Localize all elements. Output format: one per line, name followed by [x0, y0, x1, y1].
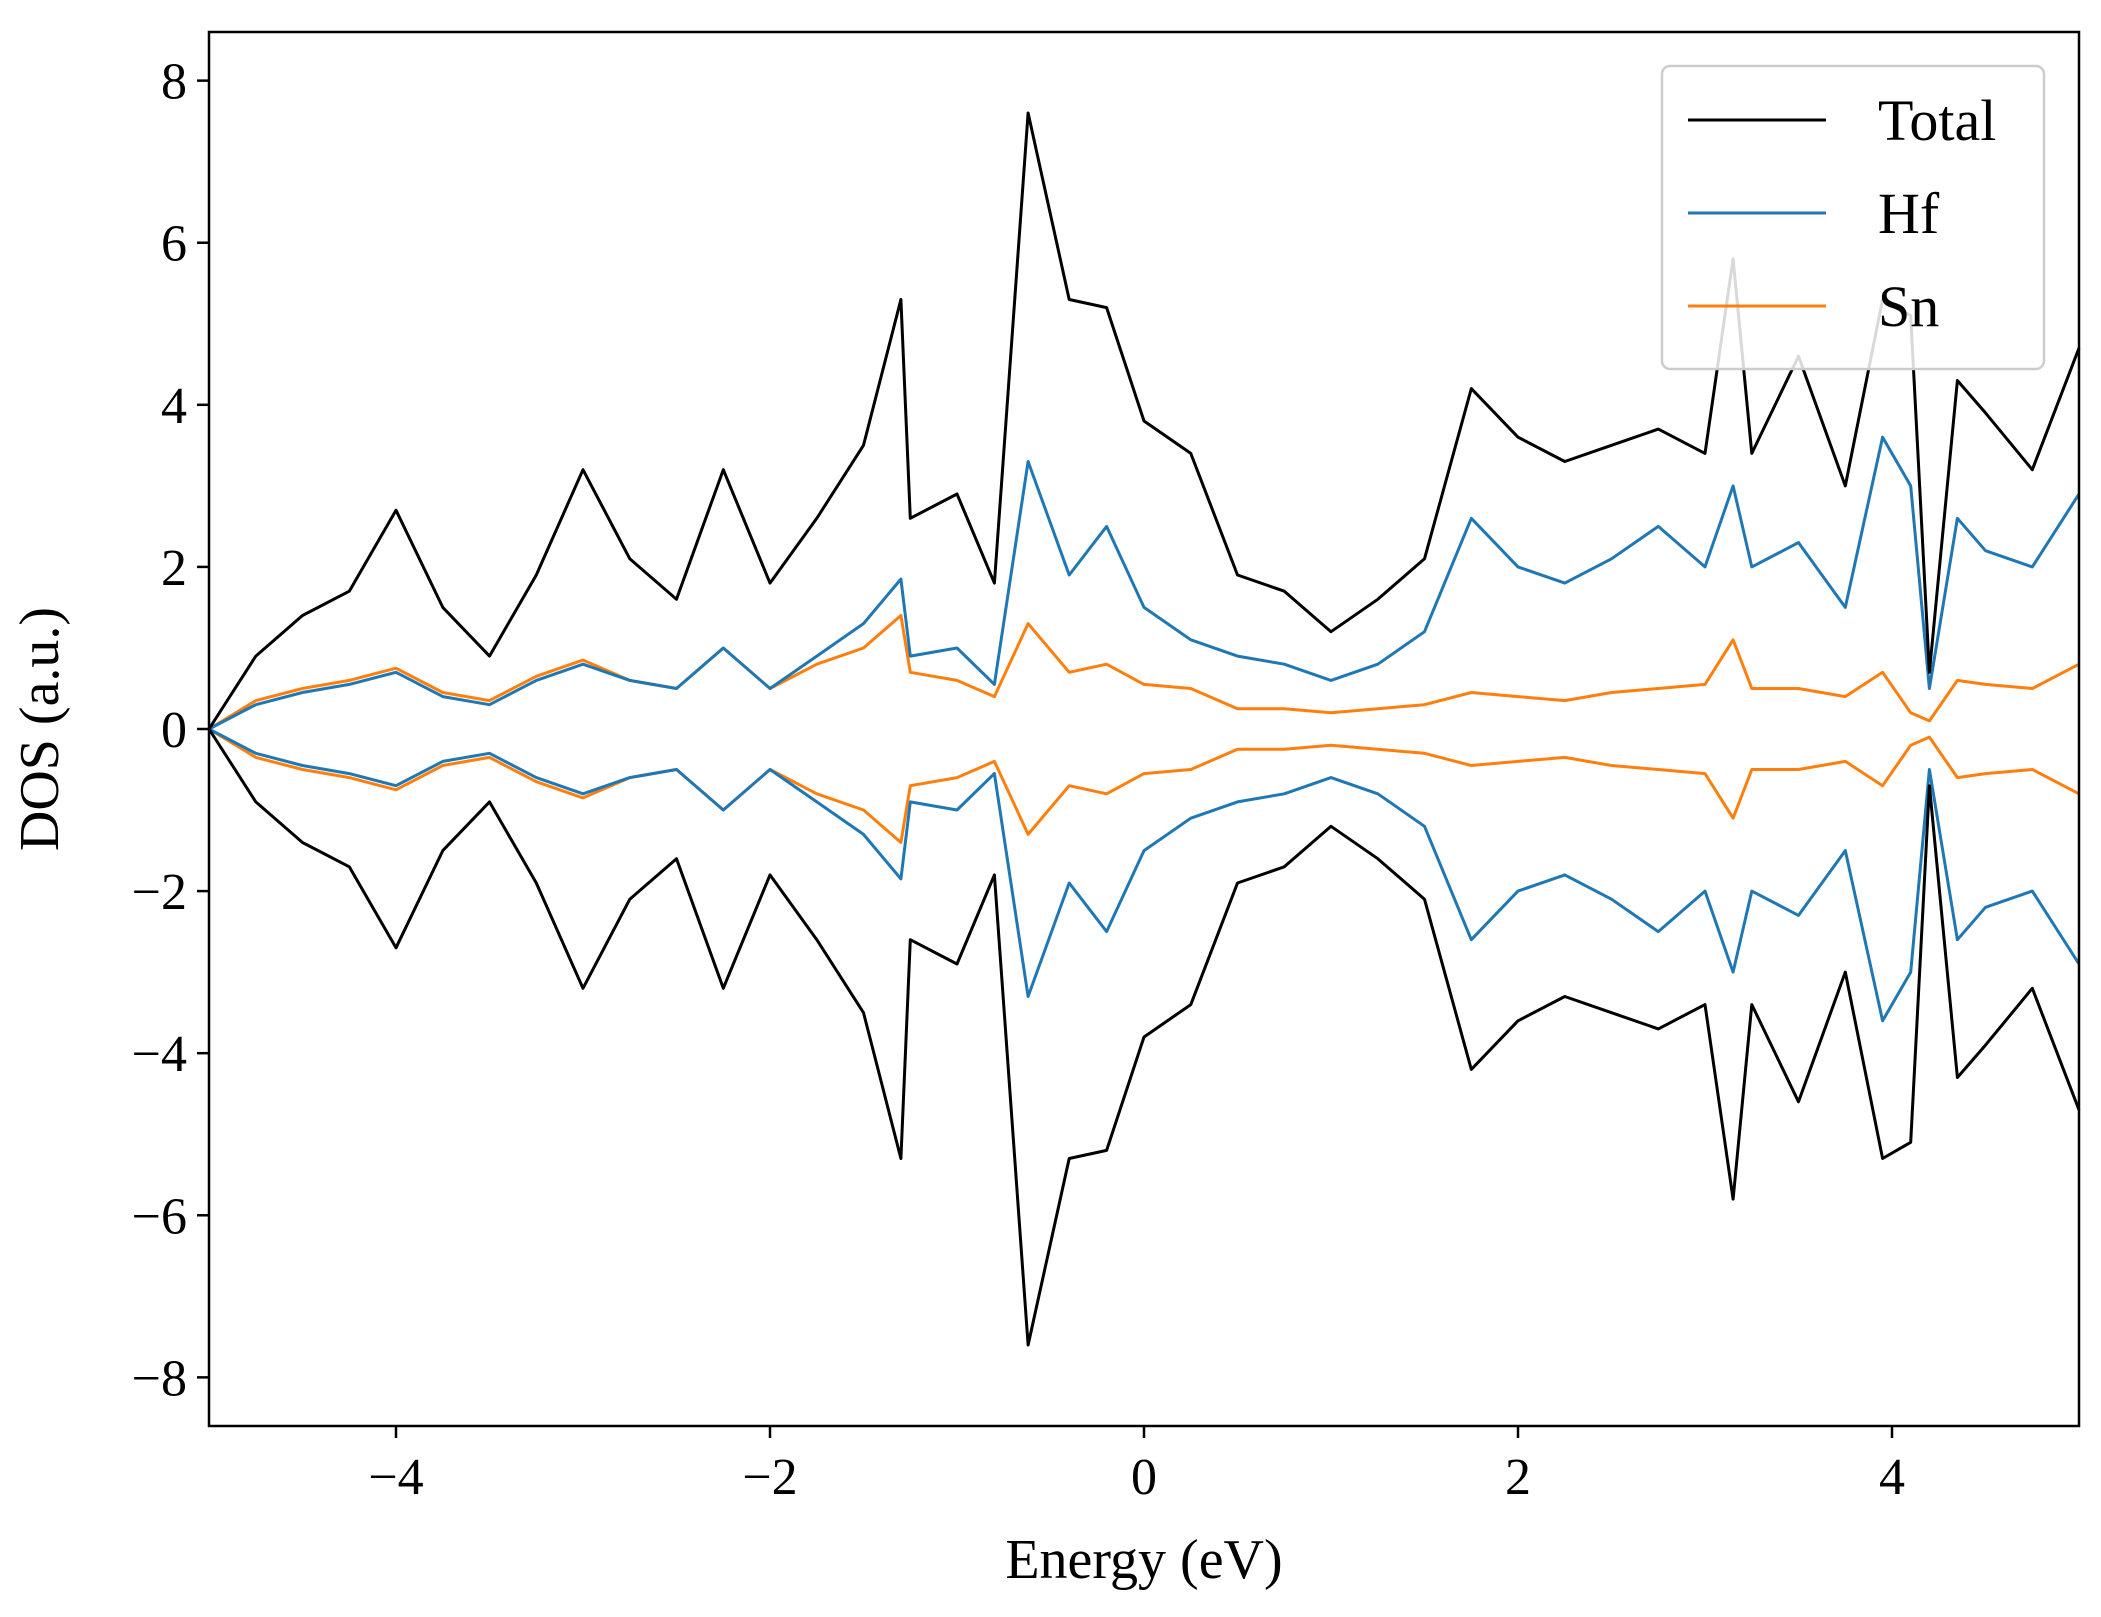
y-tick-label: 2 [161, 540, 187, 597]
y-tick-label: −8 [132, 1350, 187, 1407]
series-hf-spin-down-line [208, 727, 2081, 1023]
series-sn-spin-down-line [208, 727, 2080, 844]
legend-sn-label: Sn [1878, 274, 1939, 339]
y-tick-label: 6 [161, 216, 187, 273]
x-tick-label: 0 [1131, 1449, 1157, 1506]
y-tick-label: −6 [132, 1188, 187, 1245]
y-axis-label: DOS (a.u.) [9, 607, 71, 851]
legend-box [1660, 64, 2046, 371]
y-tick-label: 4 [161, 378, 187, 435]
y-tick-label: 8 [161, 54, 187, 111]
x-tick-label: 2 [1505, 1449, 1531, 1506]
series-sn-spin-up-line [208, 614, 2080, 731]
x-axis: −4 −2 0 2 4 [368, 1426, 1905, 1506]
y-axis: −8 −6 −4 −2 0 2 4 6 8 [132, 54, 209, 1407]
x-tick-label: 4 [1879, 1449, 1905, 1506]
legend: Total Hf Sn [1660, 64, 2046, 371]
y-tick-label: −4 [132, 1026, 187, 1083]
series-hf-spin-up-line [208, 435, 2081, 731]
x-tick-label: −2 [742, 1449, 797, 1506]
legend-total-label: Total [1878, 88, 1996, 153]
x-tick-label: −4 [368, 1449, 423, 1506]
y-tick-label: 0 [161, 702, 187, 759]
series-total-spin-up-line [207, 111, 2081, 730]
y-tick-label: −2 [132, 864, 187, 921]
series-layer [207, 111, 2081, 1347]
series-total-spin-down-line [207, 728, 2081, 1347]
x-axis-label: Energy (eV) [1005, 1529, 1282, 1591]
legend-hf-label: Hf [1878, 181, 1940, 246]
